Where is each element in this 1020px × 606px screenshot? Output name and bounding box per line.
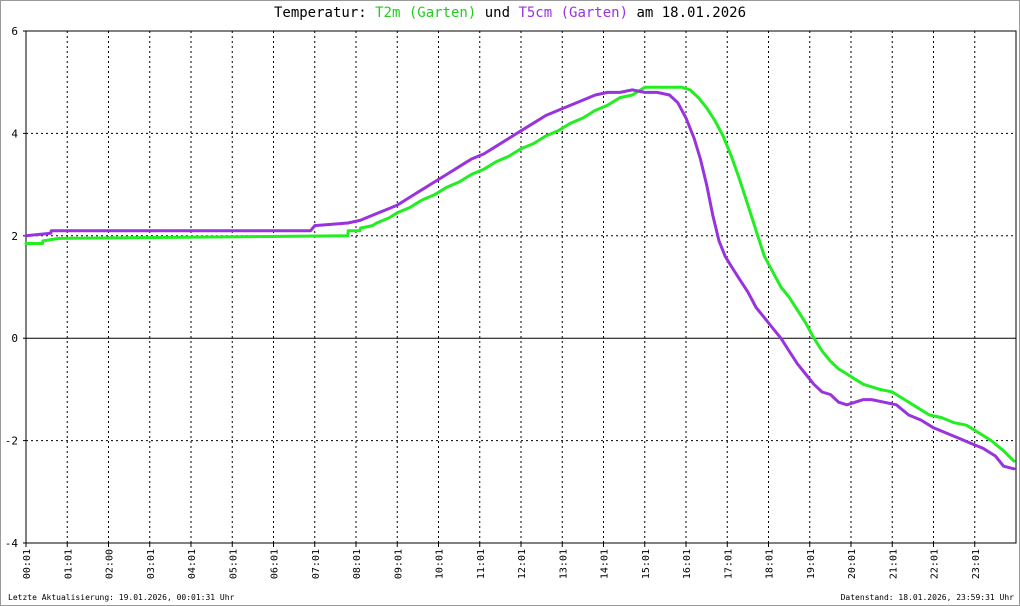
series-line-t2m (24, 85, 1016, 463)
x-tick-label: 18:01 (765, 549, 776, 579)
title-suffix: am 18.01.2026 (628, 5, 747, 21)
y-tick-label: -4 (5, 537, 19, 550)
y-tick-label: 2 (11, 230, 18, 243)
x-tick-label: 07:01 (311, 549, 322, 579)
x-tick-label: 00:01 (22, 549, 33, 579)
x-tick-label: 16:01 (682, 549, 693, 579)
y-tick-label: 0 (11, 332, 18, 345)
x-tick-label: 23:01 (971, 549, 982, 579)
y-tick-label: 6 (11, 25, 18, 38)
chart-title: Temperatur: T2m (Garten) und T5cm (Garte… (0, 5, 1020, 21)
grid (25, 30, 1016, 544)
title-prefix: Temperatur: (273, 5, 376, 21)
x-tick-label: 19:01 (806, 549, 817, 579)
x-tick-label: 08:01 (352, 549, 363, 579)
x-tick-label: 09:01 (393, 549, 404, 579)
x-tick-label: 21:01 (888, 549, 899, 579)
series (24, 85, 1016, 471)
title-series-t5cm: T5cm (Garten) (518, 5, 629, 21)
x-tick-label: 05:01 (228, 549, 239, 579)
x-tick-label: 03:01 (146, 549, 157, 579)
title-series-t2m: T2m (Garten) (375, 5, 477, 21)
footer-data-state: Datenstand: 18.01.2026, 23:59:31 Uhr (840, 593, 1014, 602)
x-tick-label: 06:01 (270, 549, 281, 579)
x-tick-label: 01:01 (63, 549, 74, 579)
x-tick-label: 04:01 (187, 549, 198, 579)
x-tick-label: 13:01 (558, 549, 569, 579)
x-tick-label: 15:01 (641, 549, 652, 579)
footer-last-update: Letzte Aktualisierung: 19.01.2026, 00:01… (8, 593, 235, 602)
x-tick-label: 20:01 (847, 549, 858, 579)
x-tick-label: 02:00 (105, 549, 116, 579)
x-tick-label: 17:01 (723, 549, 734, 579)
y-tick-label: 4 (11, 127, 18, 140)
x-tick-label: 12:01 (517, 549, 528, 579)
x-tick-label: 11:01 (476, 549, 487, 579)
x-tick-label: 14:01 (600, 549, 611, 579)
x-tick-label: 22:01 (930, 549, 941, 579)
plot-border (25, 30, 1017, 544)
series-line-t5cm (24, 88, 1016, 471)
y-tick-label: -2 (5, 435, 18, 448)
y-tick-labels: 6 4 2 0 -2 -4 (5, 25, 19, 550)
x-tick-labels: 00:01 01:01 02:00 03:01 04:01 05:01 06:01 07:01… (22, 549, 982, 579)
x-tick-label: 10:01 (435, 549, 446, 579)
title-connector: und (476, 5, 519, 21)
axes (23, 30, 1017, 547)
